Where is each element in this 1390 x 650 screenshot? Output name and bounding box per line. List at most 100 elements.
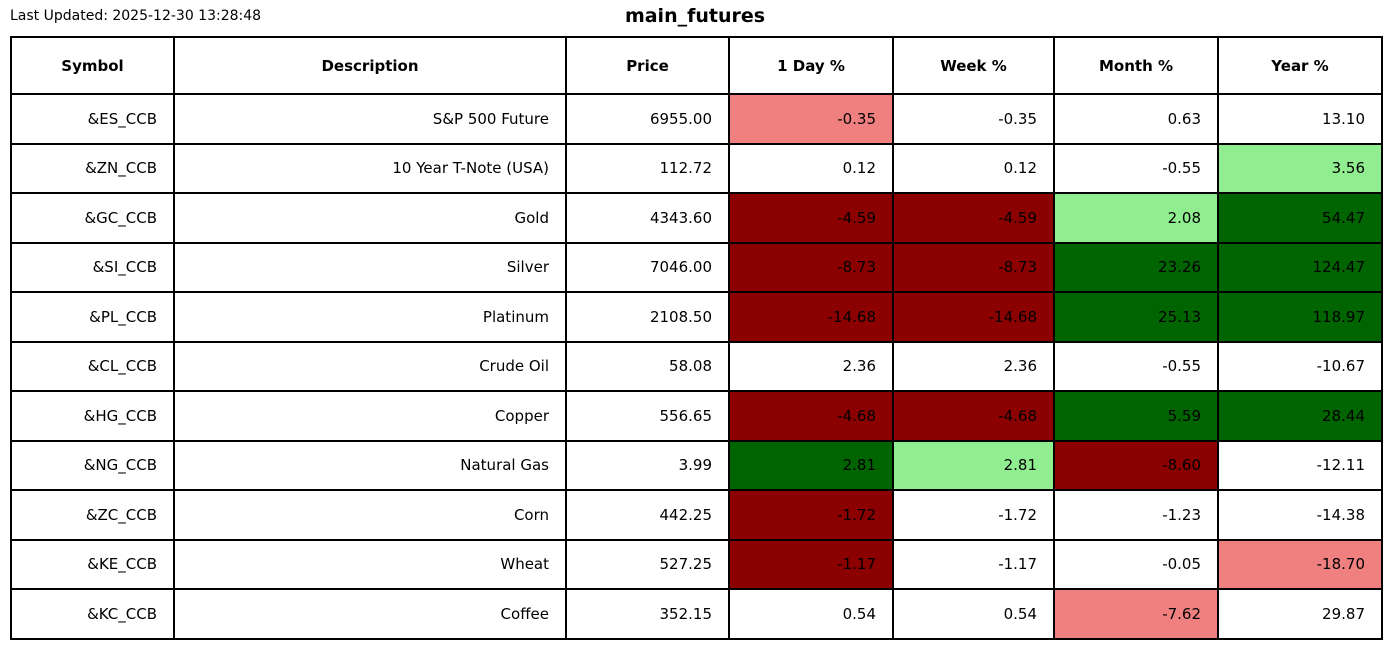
cell-symbol: &SI_CCB bbox=[10, 241, 175, 293]
cell-description: Wheat bbox=[173, 538, 567, 590]
cell-year-pct: 13.10 bbox=[1217, 93, 1383, 145]
cell-day-pct: -4.68 bbox=[728, 390, 894, 442]
cell-day-pct: 0.12 bbox=[728, 142, 894, 194]
cell-month-pct: 2.08 bbox=[1053, 192, 1219, 244]
cell-symbol: &ZC_CCB bbox=[10, 489, 175, 541]
table-row: &GC_CCB Gold 4343.60 -4.59 -4.59 2.08 54… bbox=[10, 192, 1383, 244]
cell-day-pct: -8.73 bbox=[728, 241, 894, 293]
cell-month-pct: 0.63 bbox=[1053, 93, 1219, 145]
cell-description: Natural Gas bbox=[173, 439, 567, 491]
column-header-day-pct: 1 Day % bbox=[728, 36, 894, 95]
cell-symbol: &ES_CCB bbox=[10, 93, 175, 145]
cell-price: 442.25 bbox=[565, 489, 730, 541]
cell-symbol: &GC_CCB bbox=[10, 192, 175, 244]
cell-month-pct: 23.26 bbox=[1053, 241, 1219, 293]
cell-description: Corn bbox=[173, 489, 567, 541]
futures-table: Symbol Description Price 1 Day % Week % … bbox=[10, 36, 1383, 640]
cell-week-pct: 2.81 bbox=[892, 439, 1055, 491]
cell-year-pct: 28.44 bbox=[1217, 390, 1383, 442]
cell-week-pct: -4.68 bbox=[892, 390, 1055, 442]
cell-price: 4343.60 bbox=[565, 192, 730, 244]
cell-year-pct: 54.47 bbox=[1217, 192, 1383, 244]
cell-price: 527.25 bbox=[565, 538, 730, 590]
table-row: &ZC_CCB Corn 442.25 -1.72 -1.72 -1.23 -1… bbox=[10, 489, 1383, 541]
cell-week-pct: -4.59 bbox=[892, 192, 1055, 244]
cell-week-pct: 0.12 bbox=[892, 142, 1055, 194]
table-row: &KC_CCB Coffee 352.15 0.54 0.54 -7.62 29… bbox=[10, 588, 1383, 640]
column-header-description: Description bbox=[173, 36, 567, 95]
cell-week-pct: -14.68 bbox=[892, 291, 1055, 343]
cell-price: 352.15 bbox=[565, 588, 730, 640]
last-updated-timestamp: Last Updated: 2025-12-30 13:28:48 bbox=[10, 8, 262, 24]
cell-description: Platinum bbox=[173, 291, 567, 343]
table-header-row: Symbol Description Price 1 Day % Week % … bbox=[10, 36, 1383, 95]
cell-week-pct: -1.17 bbox=[892, 538, 1055, 590]
cell-price: 2108.50 bbox=[565, 291, 730, 343]
table-row: &SI_CCB Silver 7046.00 -8.73 -8.73 23.26… bbox=[10, 241, 1383, 293]
cell-day-pct: 0.54 bbox=[728, 588, 894, 640]
table-body: &ES_CCB S&P 500 Future 6955.00 -0.35 -0.… bbox=[10, 93, 1383, 640]
cell-month-pct: -7.62 bbox=[1053, 588, 1219, 640]
cell-symbol: &PL_CCB bbox=[10, 291, 175, 343]
cell-price: 556.65 bbox=[565, 390, 730, 442]
cell-price: 112.72 bbox=[565, 142, 730, 194]
cell-day-pct: -4.59 bbox=[728, 192, 894, 244]
cell-symbol: &KE_CCB bbox=[10, 538, 175, 590]
cell-symbol: &HG_CCB bbox=[10, 390, 175, 442]
table-row: &ZN_CCB 10 Year T-Note (USA) 112.72 0.12… bbox=[10, 142, 1383, 194]
cell-symbol: &NG_CCB bbox=[10, 439, 175, 491]
cell-month-pct: 25.13 bbox=[1053, 291, 1219, 343]
cell-price: 7046.00 bbox=[565, 241, 730, 293]
cell-month-pct: -8.60 bbox=[1053, 439, 1219, 491]
cell-day-pct: -1.17 bbox=[728, 538, 894, 590]
cell-week-pct: -0.35 bbox=[892, 93, 1055, 145]
column-header-week-pct: Week % bbox=[892, 36, 1055, 95]
table-row: &KE_CCB Wheat 527.25 -1.17 -1.17 -0.05 -… bbox=[10, 538, 1383, 590]
cell-description: Gold bbox=[173, 192, 567, 244]
cell-year-pct: 3.56 bbox=[1217, 142, 1383, 194]
cell-description: Coffee bbox=[173, 588, 567, 640]
page-title: main_futures bbox=[624, 5, 766, 27]
table-row: &HG_CCB Copper 556.65 -4.68 -4.68 5.59 2… bbox=[10, 390, 1383, 442]
cell-year-pct: -18.70 bbox=[1217, 538, 1383, 590]
cell-symbol: &CL_CCB bbox=[10, 340, 175, 392]
cell-year-pct: -10.67 bbox=[1217, 340, 1383, 392]
column-header-month-pct: Month % bbox=[1053, 36, 1219, 95]
table-row: &ES_CCB S&P 500 Future 6955.00 -0.35 -0.… bbox=[10, 93, 1383, 145]
cell-week-pct: -1.72 bbox=[892, 489, 1055, 541]
cell-year-pct: -14.38 bbox=[1217, 489, 1383, 541]
cell-year-pct: 124.47 bbox=[1217, 241, 1383, 293]
column-header-symbol: Symbol bbox=[10, 36, 175, 95]
cell-description: 10 Year T-Note (USA) bbox=[173, 142, 567, 194]
cell-year-pct: 118.97 bbox=[1217, 291, 1383, 343]
cell-description: Silver bbox=[173, 241, 567, 293]
cell-week-pct: -8.73 bbox=[892, 241, 1055, 293]
cell-symbol: &KC_CCB bbox=[10, 588, 175, 640]
cell-year-pct: 29.87 bbox=[1217, 588, 1383, 640]
cell-price: 6955.00 bbox=[565, 93, 730, 145]
cell-month-pct: -1.23 bbox=[1053, 489, 1219, 541]
cell-month-pct: -0.55 bbox=[1053, 340, 1219, 392]
cell-year-pct: -12.11 bbox=[1217, 439, 1383, 491]
cell-day-pct: -1.72 bbox=[728, 489, 894, 541]
cell-price: 58.08 bbox=[565, 340, 730, 392]
table-row: &NG_CCB Natural Gas 3.99 2.81 2.81 -8.60… bbox=[10, 439, 1383, 491]
cell-symbol: &ZN_CCB bbox=[10, 142, 175, 194]
cell-day-pct: -14.68 bbox=[728, 291, 894, 343]
cell-day-pct: 2.36 bbox=[728, 340, 894, 392]
cell-week-pct: 2.36 bbox=[892, 340, 1055, 392]
column-header-price: Price bbox=[565, 36, 730, 95]
cell-description: S&P 500 Future bbox=[173, 93, 567, 145]
cell-day-pct: -0.35 bbox=[728, 93, 894, 145]
cell-week-pct: 0.54 bbox=[892, 588, 1055, 640]
cell-price: 3.99 bbox=[565, 439, 730, 491]
table-row: &PL_CCB Platinum 2108.50 -14.68 -14.68 2… bbox=[10, 291, 1383, 343]
cell-description: Copper bbox=[173, 390, 567, 442]
cell-month-pct: 5.59 bbox=[1053, 390, 1219, 442]
cell-month-pct: -0.05 bbox=[1053, 538, 1219, 590]
table-row: &CL_CCB Crude Oil 58.08 2.36 2.36 -0.55 … bbox=[10, 340, 1383, 392]
cell-day-pct: 2.81 bbox=[728, 439, 894, 491]
cell-description: Crude Oil bbox=[173, 340, 567, 392]
cell-month-pct: -0.55 bbox=[1053, 142, 1219, 194]
